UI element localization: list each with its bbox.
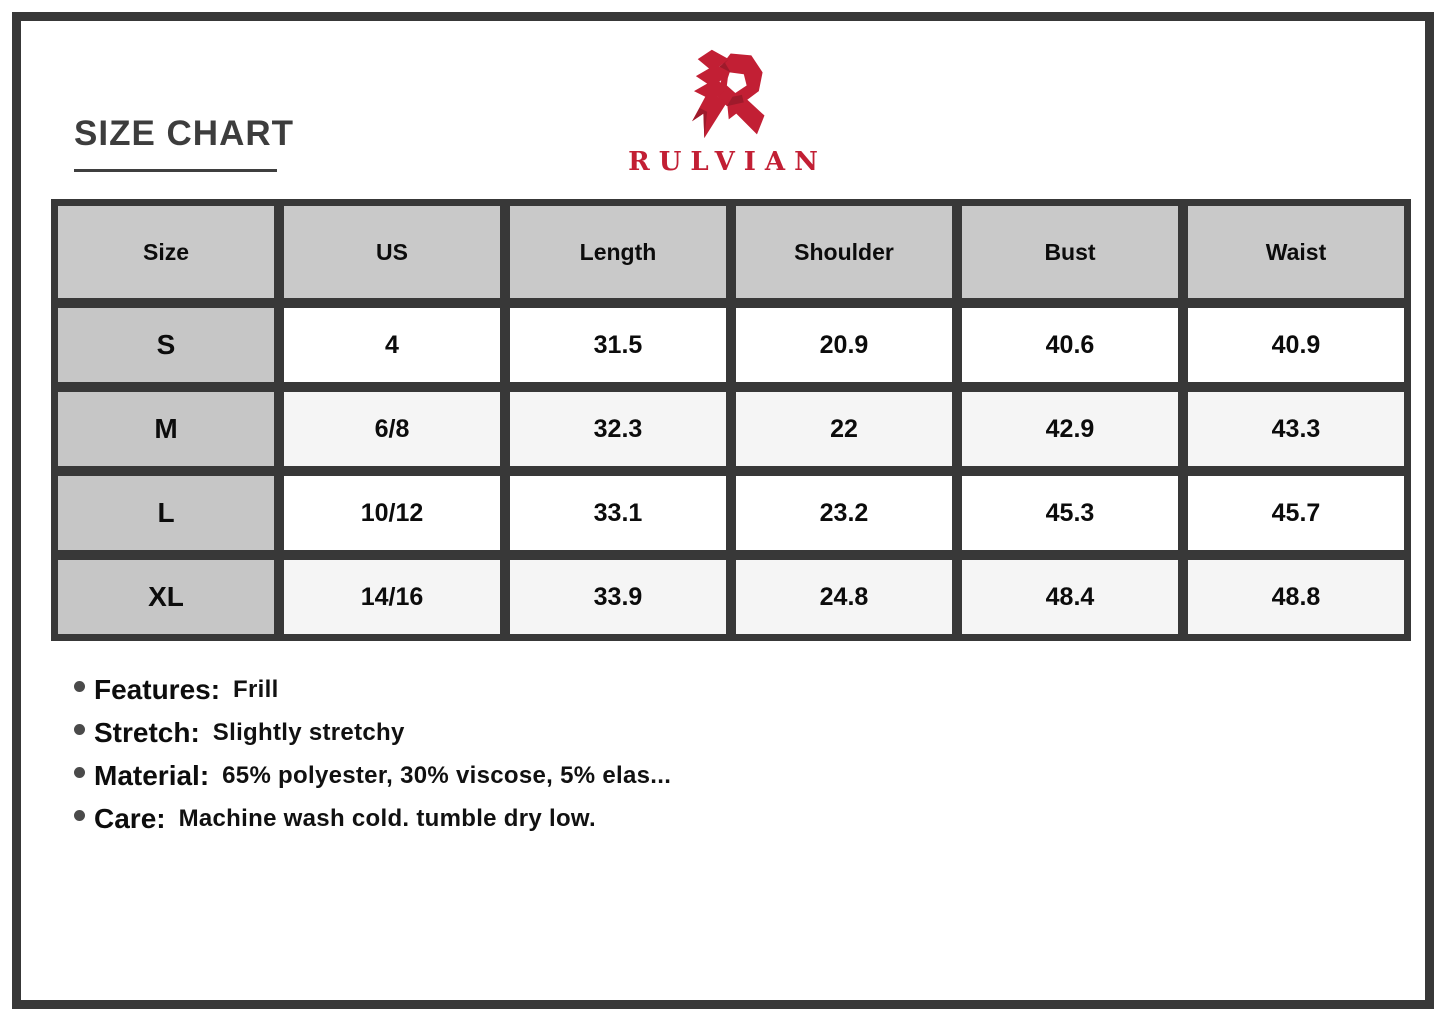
table-cell-s-waist: 40.9	[1188, 308, 1404, 382]
table-cell-s-shoulder: 20.9	[736, 308, 952, 382]
table-cell-l-us: 10/12	[284, 476, 500, 550]
row-header-xl: XL	[58, 560, 274, 634]
title-underline	[74, 169, 277, 172]
detail-value: Slightly stretchy	[212, 718, 405, 746]
table-cell-m-bust: 42.9	[962, 392, 1178, 466]
table-cell-xl-us: 14/16	[284, 560, 500, 634]
table-cell-m-length: 32.3	[510, 392, 726, 466]
detail-label: Material:	[94, 759, 210, 791]
brand-logo: RULVIAN	[619, 45, 827, 177]
detail-item-care: Care: Machine wash cold. tumble dry low.	[74, 802, 671, 835]
table-cell-xl-shoulder: 24.8	[736, 560, 952, 634]
table-cell-m-shoulder: 22	[736, 392, 952, 466]
table-cell-l-waist: 45.7	[1188, 476, 1404, 550]
column-header-waist: Waist	[1188, 206, 1404, 298]
detail-label: Features:	[94, 673, 221, 705]
bullet-icon	[74, 810, 85, 821]
table-cell-s-us: 4	[284, 308, 500, 382]
table-cell-m-waist: 43.3	[1188, 392, 1404, 466]
detail-label: Stretch:	[94, 716, 200, 748]
table-cell-l-shoulder: 23.2	[736, 476, 952, 550]
column-header-bust: Bust	[962, 206, 1178, 298]
table-cell-l-bust: 45.3	[962, 476, 1178, 550]
detail-value: Frill	[233, 675, 279, 703]
table-cell-s-length: 31.5	[510, 308, 726, 382]
table-cell-xl-length: 33.9	[510, 560, 726, 634]
detail-value: 65% polyester, 30% viscose, 5% elas...	[222, 761, 672, 789]
rulvian-r-logo-icon	[676, 45, 770, 141]
row-header-l: L	[58, 476, 274, 550]
bullet-icon	[74, 724, 85, 735]
page-title: SIZE CHART	[74, 114, 294, 153]
bullet-icon	[74, 767, 85, 778]
detail-item-stretch: Stretch: Slightly stretchy	[74, 716, 671, 749]
detail-item-material: Material: 65% polyester, 30% viscose, 5%…	[74, 759, 671, 792]
detail-value: Machine wash cold. tumble dry low.	[178, 804, 596, 832]
table-cell-l-length: 33.1	[510, 476, 726, 550]
brand-name: RULVIAN	[628, 147, 827, 177]
column-header-us: US	[284, 206, 500, 298]
column-header-shoulder: Shoulder	[736, 206, 952, 298]
row-header-m: M	[58, 392, 274, 466]
column-header-length: Length	[510, 206, 726, 298]
detail-label: Care:	[94, 802, 166, 834]
column-header-size: Size	[58, 206, 274, 298]
table-cell-m-us: 6/8	[284, 392, 500, 466]
table-cell-xl-waist: 48.8	[1188, 560, 1404, 634]
bullet-icon	[74, 681, 85, 692]
table-cell-s-bust: 40.6	[962, 308, 1178, 382]
product-details-list: Features: Frill Stretch: Slightly stretc…	[74, 673, 671, 845]
row-header-s: S	[58, 308, 274, 382]
detail-item-features: Features: Frill	[74, 673, 671, 706]
poster-frame: SIZE CHART RULVIAN Size US Length Should…	[12, 12, 1434, 1009]
table-cell-xl-bust: 48.4	[962, 560, 1178, 634]
size-chart-table: Size US Length Shoulder Bust Waist S 4 3…	[51, 199, 1411, 641]
